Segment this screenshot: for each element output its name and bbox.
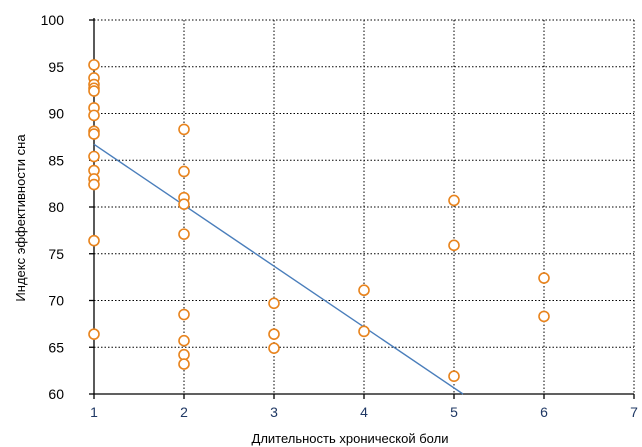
data-point [88,128,100,140]
data-point [178,123,190,136]
data-point [178,358,190,370]
x-tick-label: 3 [270,404,278,420]
tick-labels: 60 65 70 75 80 85 90 95 100 1 2 3 4 5 6 7 [41,12,638,420]
x-tick-label: 6 [540,404,548,420]
data-point [358,284,370,297]
data-point [178,308,190,321]
data-point [538,272,550,284]
x-tick-label: 1 [90,404,98,420]
data-point [448,370,460,383]
y-tick-label: 70 [48,293,64,309]
data-point [178,348,190,361]
data-point [88,59,100,71]
data-point [268,297,280,310]
trendline-layer [93,143,464,395]
y-axis-title: Индекс эффективности сна [13,134,28,302]
y-tick-label: 90 [48,106,64,122]
data-point [178,198,190,210]
data-point [88,150,100,163]
x-tick-label: 4 [360,404,368,420]
data-point [268,328,280,340]
data-point [88,109,100,122]
data-point [88,234,100,247]
data-point [88,85,100,97]
x-axis-title: Длительность хронической боли [252,431,449,446]
data-point [268,342,280,354]
x-tick-label: 2 [180,404,188,420]
y-tick-label: 65 [48,339,64,355]
y-tick-label: 95 [48,59,64,75]
data-point [448,194,460,207]
y-tick-label: 75 [48,246,64,262]
data-point [448,239,460,252]
data-point [358,325,370,338]
y-tick-label: 85 [48,152,64,168]
data-point [538,310,550,323]
y-tick-label: 100 [41,12,65,28]
data-points [88,59,550,383]
data-point [178,165,190,178]
y-tick-label: 80 [48,199,64,215]
trendline [93,143,464,395]
data-point [88,178,100,191]
data-point [88,328,100,340]
y-tick-label: 60 [48,386,64,402]
x-tick-label: 5 [450,404,458,420]
x-tick-label: 7 [630,404,638,420]
data-point [178,228,190,240]
data-point [178,334,190,347]
